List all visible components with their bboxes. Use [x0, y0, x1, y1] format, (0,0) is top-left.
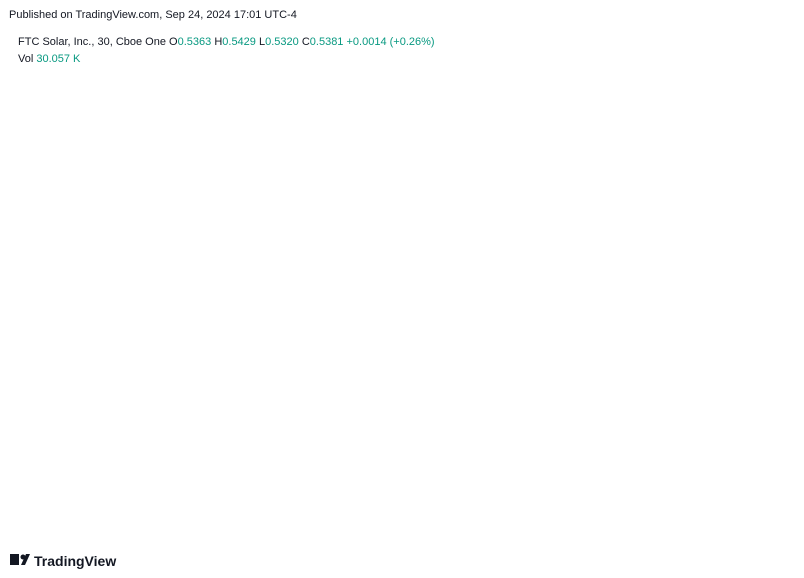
published: Published on TradingView.com, Sep 24, 20…	[9, 9, 297, 21]
logo	[10, 554, 30, 565]
volume-legend: Vol 30.057 K	[18, 53, 80, 65]
legend-key: L	[258, 36, 266, 48]
legend-value: 0.5363	[177, 36, 212, 48]
legend: FTC Solar, Inc., 30, Cboe One O0.5363 H0…	[18, 36, 435, 48]
legend-value: 0.5320	[265, 36, 299, 48]
legend-key: H	[214, 36, 223, 48]
legend-key: O	[169, 36, 178, 48]
legend-value: 0.5381	[309, 36, 344, 48]
brand: TradingView	[34, 553, 117, 569]
legend-value: 0.5429	[222, 36, 256, 48]
legend-key: C	[301, 36, 310, 48]
change: +0.0014 (+0.26%)	[346, 36, 435, 48]
symbol: FTC Solar, Inc., 30, Cboe One	[18, 36, 166, 48]
vol-value: 30.057 K	[36, 53, 81, 65]
vol-name: Vol	[18, 53, 34, 65]
